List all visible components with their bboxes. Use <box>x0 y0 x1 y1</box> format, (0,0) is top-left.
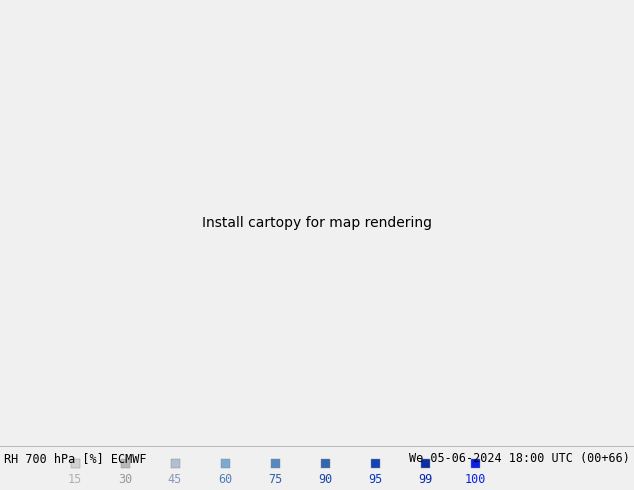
Bar <box>321 460 330 468</box>
Text: 30: 30 <box>118 473 132 487</box>
Text: We 05-06-2024 18:00 UTC (00+66): We 05-06-2024 18:00 UTC (00+66) <box>409 452 630 465</box>
Bar <box>171 460 179 468</box>
Bar <box>370 460 380 468</box>
Bar <box>420 460 429 468</box>
Text: RH 700 hPa [%] ECMWF: RH 700 hPa [%] ECMWF <box>4 452 146 465</box>
Text: 95: 95 <box>368 473 382 487</box>
Text: Install cartopy for map rendering: Install cartopy for map rendering <box>202 216 432 230</box>
Bar <box>120 460 129 468</box>
Bar <box>271 460 280 468</box>
Text: 15: 15 <box>68 473 82 487</box>
Bar <box>221 460 230 468</box>
Text: 60: 60 <box>218 473 232 487</box>
Bar <box>70 460 79 468</box>
Text: 99: 99 <box>418 473 432 487</box>
Text: 90: 90 <box>318 473 332 487</box>
Bar <box>470 460 479 468</box>
Text: 45: 45 <box>168 473 182 487</box>
Text: 100: 100 <box>464 473 486 487</box>
Text: 75: 75 <box>268 473 282 487</box>
